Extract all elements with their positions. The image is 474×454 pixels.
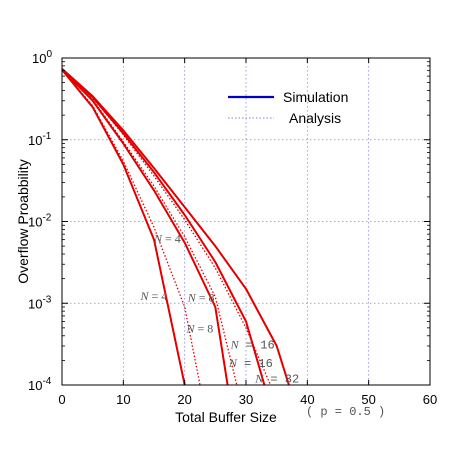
curve-label: N = 8 (187, 291, 215, 305)
curve-label: N = 32 (254, 371, 299, 386)
curve-label: N = 4 (153, 232, 181, 246)
simulation-curve-1 (61, 68, 229, 386)
x-axis-title: Total Buffer Size (175, 409, 277, 425)
x-tick-label: 10 (116, 392, 130, 407)
legend-label-analysis: Analysis (289, 110, 341, 126)
legend-label-simulation: Simulation (283, 89, 348, 105)
curve-label: N = 16 (230, 337, 275, 352)
x-axis-ticks: 0 10 20 30 40 50 60 (58, 58, 437, 407)
curve-label: N = 16 (228, 356, 273, 371)
series-lines (61, 67, 290, 386)
simulation-curve-3 (61, 67, 290, 386)
x-tick-label: 60 (423, 392, 437, 407)
x-tick-label: 20 (177, 392, 191, 407)
y-tick-label: 10-1 (28, 131, 52, 148)
analysis-curve-4 (61, 69, 201, 386)
y-tick-label: 10-2 (28, 213, 52, 230)
curve-annotations: N = 4N = 4N = 8N = 8N = 16N = 16N = 32 (140, 232, 300, 387)
y-tick-label: 10-4 (28, 376, 52, 393)
x-tick-label: 0 (58, 392, 65, 407)
y-axis-ticks: 100 10-1 10-2 10-3 10-4 (28, 49, 430, 393)
legend: Simulation Analysis (228, 89, 348, 126)
y-axis-title: Overflow Proabbility (15, 159, 31, 284)
x-tick-label: 40 (300, 392, 314, 407)
grid-lines (62, 58, 430, 385)
x-axis-note: ( p = 0.5 ) (306, 405, 385, 419)
curve-label: N = 8 (186, 321, 214, 335)
analysis-curve-6 (61, 69, 272, 386)
analysis-curve-5 (61, 69, 238, 386)
x-tick-label: 30 (239, 392, 253, 407)
y-tick-label: 10-3 (28, 294, 52, 311)
curve-label: N = 4 (140, 289, 168, 303)
y-tick-label: 100 (32, 49, 52, 66)
x-tick-label: 50 (361, 392, 375, 407)
